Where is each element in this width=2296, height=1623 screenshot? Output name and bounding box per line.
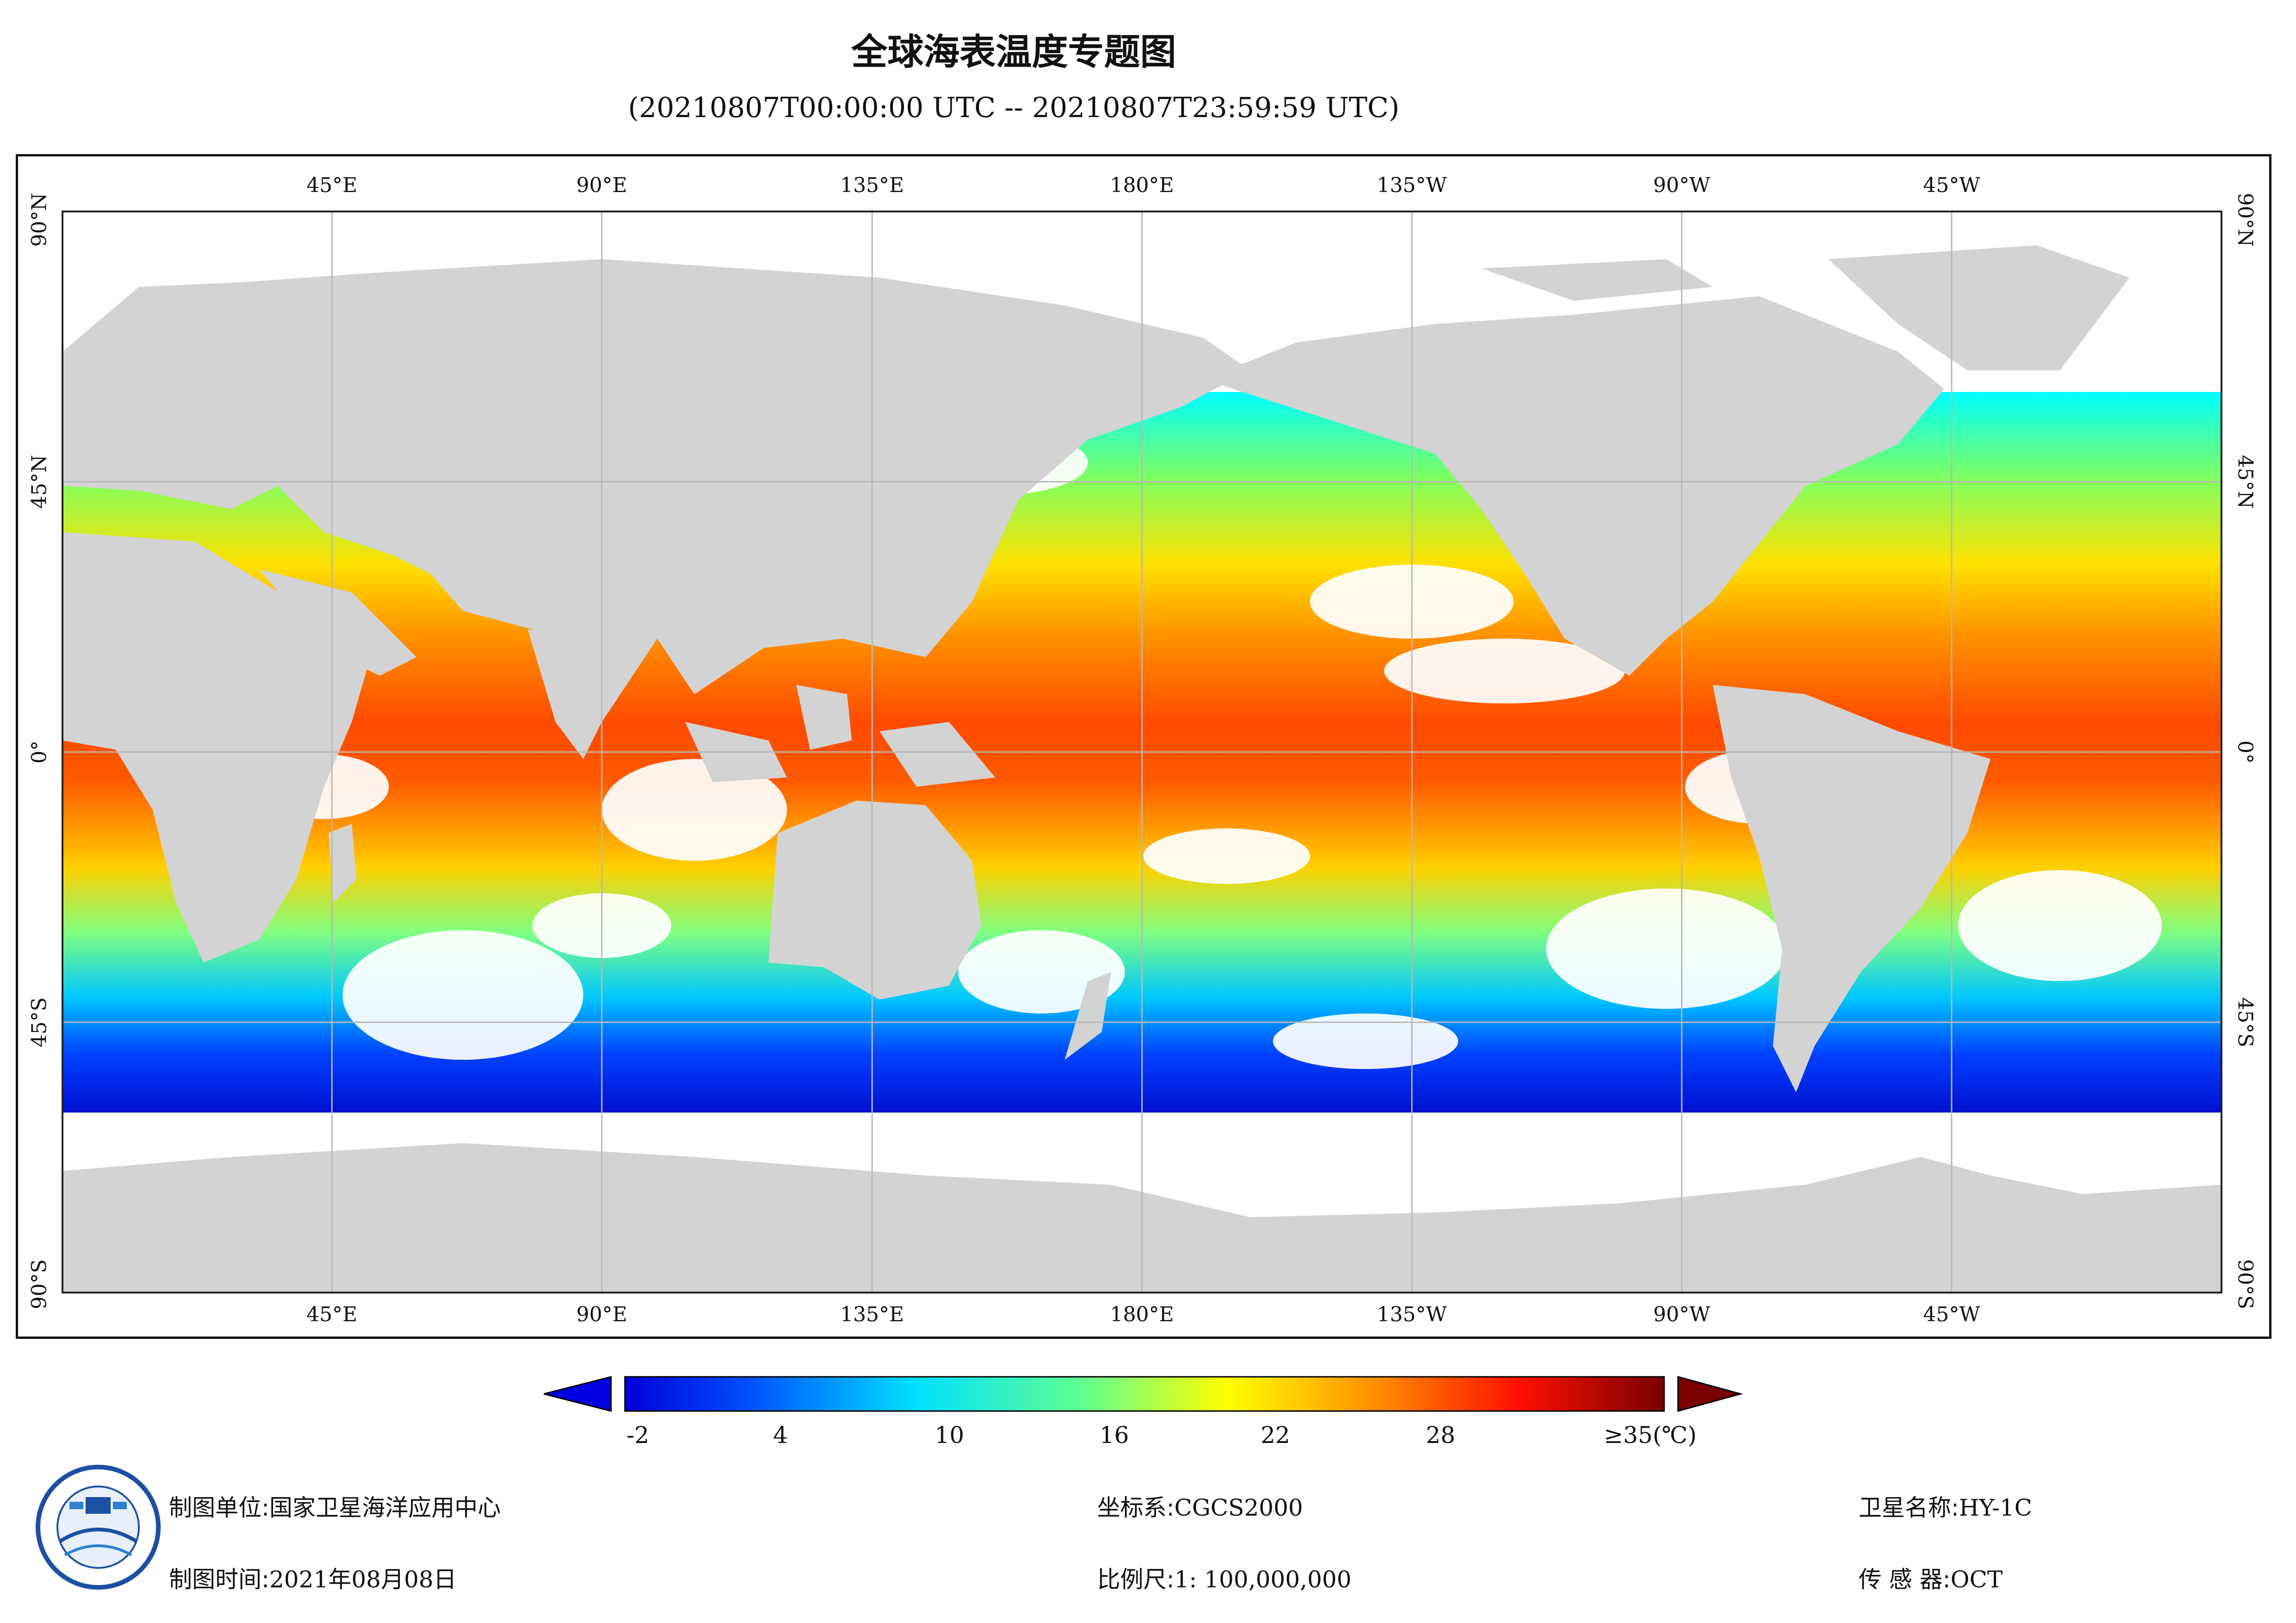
date-value: 2021年08月08日 (269, 1566, 457, 1593)
lon-label-top: 135°W (1377, 174, 1447, 197)
lon-label-bottom: 45°E (306, 1303, 358, 1326)
lat-label-left: 0° (27, 740, 51, 764)
footer-date: 制图时间:2021年08月08日 (169, 1561, 456, 1594)
lat-label-right: 45°N (2233, 454, 2257, 509)
lon-label-top: 45°W (1923, 174, 1980, 197)
lat-label-left: 90°S (27, 1259, 51, 1310)
lon-label-bottom: 90°E (576, 1303, 628, 1326)
map-border (62, 211, 2222, 1293)
map-frame (16, 154, 2271, 1339)
lon-label-bottom: 90°W (1653, 1303, 1710, 1326)
producer-label: 制图单位: (169, 1494, 269, 1521)
lat-label-right: 90°S (2233, 1259, 2257, 1310)
map-title: 全球海表温度专题图 (851, 31, 1176, 73)
cloud-gaps (259, 430, 2162, 1069)
lon-label-top: 45°E (306, 174, 358, 197)
graticule (62, 211, 2221, 1293)
crs-value: CGCS2000 (1174, 1494, 1303, 1521)
sensor-value: OCT (1950, 1566, 2003, 1593)
lat-label-left: 90°N (27, 193, 51, 247)
lat-label-right: 45°S (2233, 997, 2257, 1048)
lon-label-bottom: 180°E (1110, 1303, 1174, 1326)
lat-label-left: 45°S (27, 997, 51, 1048)
colorbar-tick: 16 (1099, 1422, 1129, 1449)
lat-label-right: 90°N (2233, 193, 2257, 247)
lon-label-bottom: 135°W (1377, 1303, 1447, 1326)
lat-label-right: 0° (2233, 740, 2257, 764)
footer-sensor: 传 感 器:OCT (1859, 1561, 2003, 1594)
footer-scale: 比例尺:1: 100,000,000 (1097, 1561, 1352, 1594)
date-label: 制图时间: (169, 1566, 269, 1593)
colorbar-tick: -2 (626, 1422, 649, 1449)
lon-label-top: 90°W (1653, 174, 1710, 197)
lon-label-top: 135°E (840, 174, 905, 197)
sensor-label: 传 感 器: (1859, 1566, 1951, 1593)
crs-label: 坐标系: (1097, 1494, 1174, 1521)
colorbar-tick: 22 (1260, 1422, 1290, 1449)
lat-label-left: 45°N (27, 454, 51, 509)
time-range-subtitle: (20210807T00:00:00 UTC -- 20210807T23:59… (628, 92, 1400, 124)
satellite-label: 卫星名称: (1859, 1494, 1959, 1521)
footer-satellite: 卫星名称:HY-1C (1859, 1489, 2032, 1523)
colorbar-tick: 28 (1426, 1422, 1455, 1449)
colorbar-tick: 10 (935, 1422, 964, 1449)
footer-producer: 制图单位:国家卫星海洋应用中心 (169, 1489, 501, 1523)
colorbar (543, 1376, 1743, 1412)
nsoas-logo (36, 1465, 161, 1590)
lon-label-bottom: 135°E (840, 1303, 905, 1326)
scale-value: 1: 100,000,000 (1174, 1566, 1352, 1593)
colorbar-min-arrow (543, 1376, 612, 1412)
lon-label-bottom: 45°W (1923, 1303, 1980, 1326)
colorbar-tick: 4 (773, 1422, 788, 1449)
footer-crs: 坐标系:CGCS2000 (1097, 1489, 1303, 1523)
lon-label-top: 90°E (576, 174, 628, 197)
colorbar-max-arrow (1677, 1376, 1743, 1412)
colorbar-gradient (624, 1376, 1665, 1412)
colorbar-max-label: ≥35(℃) (1603, 1422, 1697, 1449)
lon-label-top: 180°E (1110, 174, 1174, 197)
producer-value: 国家卫星海洋应用中心 (269, 1494, 501, 1521)
satellite-value: HY-1C (1959, 1494, 2032, 1521)
scale-label: 比例尺: (1097, 1566, 1174, 1593)
